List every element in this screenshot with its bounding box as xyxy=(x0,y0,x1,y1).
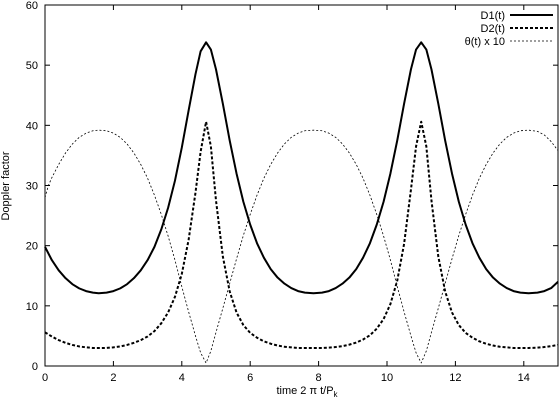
x-axis-label: time 2 π t/Pk xyxy=(276,385,338,399)
x-tick-label: 4 xyxy=(179,372,185,384)
x-tick-label: 12 xyxy=(449,372,461,384)
series-line-2 xyxy=(44,120,559,349)
series-layer xyxy=(44,41,559,364)
x-tick-label: 0 xyxy=(42,372,48,384)
x-tick-label: 14 xyxy=(518,372,530,384)
axes-layer: 0 2 4 6 8 10 12 14 0 10 20 30 40 50 60 xyxy=(26,0,559,384)
plot-frame xyxy=(44,4,559,367)
x-tick-label: 8 xyxy=(316,372,322,384)
legend-label-3: θ(t) x 10 xyxy=(465,36,505,48)
y-tick-label: 10 xyxy=(26,301,38,313)
y-tick-label: 40 xyxy=(26,120,38,132)
y-tick-label: 30 xyxy=(26,181,38,193)
x-tick-label: 2 xyxy=(110,372,116,384)
y-tick-label: 50 xyxy=(26,60,38,72)
x-tick-label: 6 xyxy=(247,372,253,384)
y-tick-label: 20 xyxy=(26,241,38,253)
y-tick-label: 60 xyxy=(26,0,38,12)
x-axis-label-main: time 2 π t/P xyxy=(276,385,333,397)
y-axis-label: Doppler factor xyxy=(0,151,12,220)
series-line-3 xyxy=(44,129,559,364)
series-line-1 xyxy=(44,41,559,295)
legend-label-2: D2(t) xyxy=(481,23,505,35)
x-axis-label-subscript: k xyxy=(334,390,339,399)
legend-label-1: D1(t) xyxy=(481,10,505,22)
x-tick-label: 10 xyxy=(381,372,393,384)
legend: D1(t)D2(t)θ(t) x 10 xyxy=(465,10,553,48)
y-tick-label: 0 xyxy=(32,361,38,373)
